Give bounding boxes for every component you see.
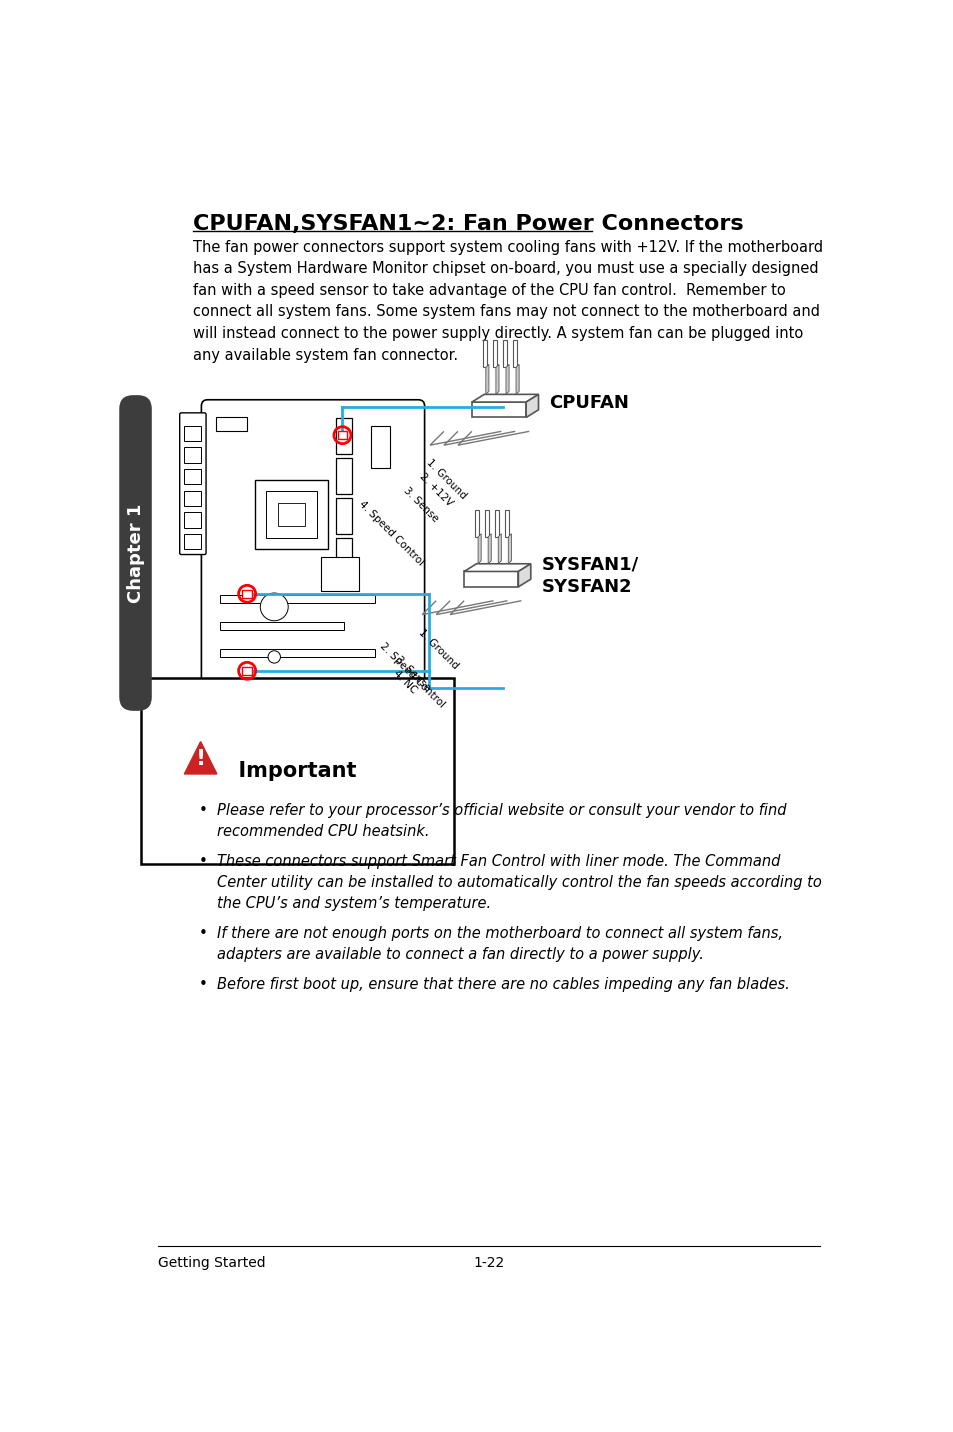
- Bar: [464, 571, 517, 587]
- Text: •: •: [198, 927, 207, 941]
- FancyBboxPatch shape: [201, 400, 424, 699]
- Text: CPUFAN,SYSFAN1~2: Fan Power Connectors: CPUFAN,SYSFAN1~2: Fan Power Connectors: [193, 215, 742, 235]
- Polygon shape: [497, 534, 500, 564]
- FancyBboxPatch shape: [119, 395, 152, 710]
- Text: •: •: [198, 977, 207, 992]
- Bar: [242, 667, 252, 674]
- Bar: [371, 425, 390, 468]
- Text: Chapter 1: Chapter 1: [127, 503, 144, 603]
- Bar: [183, 425, 200, 441]
- Text: 1. Ground: 1. Ground: [416, 627, 459, 670]
- Text: CPUFAN: CPUFAN: [549, 394, 629, 412]
- Polygon shape: [525, 394, 537, 418]
- Bar: [183, 447, 200, 463]
- Bar: [294, 683, 340, 689]
- Bar: [335, 538, 352, 574]
- Bar: [335, 458, 352, 494]
- Bar: [278, 503, 305, 526]
- Text: 4. NC: 4. NC: [391, 669, 418, 696]
- Bar: [220, 596, 375, 603]
- Text: •: •: [198, 803, 207, 818]
- Text: Before first boot up, ensure that there are no cables impeding any fan blades.: Before first boot up, ensure that there …: [216, 977, 789, 992]
- Text: Please refer to your processor’s official website or consult your vendor to find: Please refer to your processor’s officia…: [216, 803, 785, 839]
- Bar: [216, 417, 247, 431]
- Text: The fan power connectors support system cooling fans with +12V. If the motherboa: The fan power connectors support system …: [193, 239, 822, 362]
- Bar: [266, 491, 316, 537]
- Text: 4. Speed Control: 4. Speed Control: [357, 500, 426, 567]
- Text: Getting Started: Getting Started: [158, 1256, 265, 1270]
- Polygon shape: [464, 564, 530, 571]
- Bar: [183, 491, 200, 505]
- Bar: [183, 534, 200, 548]
- Bar: [482, 341, 486, 368]
- Text: SYSFAN1/
SYSFAN2: SYSFAN1/ SYSFAN2: [541, 556, 639, 596]
- Circle shape: [260, 593, 288, 620]
- Text: 1-22: 1-22: [473, 1256, 504, 1270]
- Text: 3. Sense: 3. Sense: [394, 654, 432, 693]
- Text: 2. Speed Control: 2. Speed Control: [377, 640, 446, 709]
- Polygon shape: [488, 534, 491, 564]
- Bar: [335, 498, 352, 534]
- Polygon shape: [472, 394, 537, 402]
- Polygon shape: [505, 364, 509, 394]
- Text: 3. Sense: 3. Sense: [401, 485, 439, 524]
- Bar: [505, 510, 509, 537]
- Text: !: !: [195, 749, 206, 769]
- Bar: [220, 649, 375, 657]
- Bar: [183, 513, 200, 527]
- Bar: [493, 341, 497, 368]
- Bar: [335, 418, 352, 454]
- Bar: [355, 683, 386, 689]
- Polygon shape: [485, 364, 488, 394]
- Bar: [183, 470, 200, 484]
- Text: These connectors support Smart Fan Control with liner mode. The Command
Center u: These connectors support Smart Fan Contr…: [216, 853, 821, 911]
- Bar: [216, 683, 278, 689]
- FancyBboxPatch shape: [179, 412, 206, 554]
- Circle shape: [268, 650, 280, 663]
- Text: •: •: [198, 853, 207, 869]
- Bar: [242, 590, 252, 597]
- Polygon shape: [496, 364, 498, 394]
- Polygon shape: [477, 534, 480, 564]
- Polygon shape: [516, 364, 518, 394]
- Text: If there are not enough ports on the motherboard to connect all system fans,
ada: If there are not enough ports on the mot…: [216, 927, 782, 962]
- Bar: [495, 510, 498, 537]
- Bar: [320, 557, 359, 591]
- Bar: [502, 341, 506, 368]
- Bar: [337, 431, 347, 440]
- Bar: [513, 341, 517, 368]
- Polygon shape: [184, 742, 216, 773]
- Bar: [254, 480, 328, 548]
- Bar: [475, 510, 478, 537]
- Bar: [220, 623, 344, 630]
- Bar: [472, 402, 525, 418]
- Polygon shape: [517, 564, 530, 587]
- Text: Important: Important: [224, 760, 371, 780]
- Text: 1. Ground: 1. Ground: [424, 457, 468, 501]
- Polygon shape: [508, 534, 511, 564]
- Text: 2. +12V: 2. +12V: [416, 471, 454, 508]
- Bar: [484, 510, 488, 537]
